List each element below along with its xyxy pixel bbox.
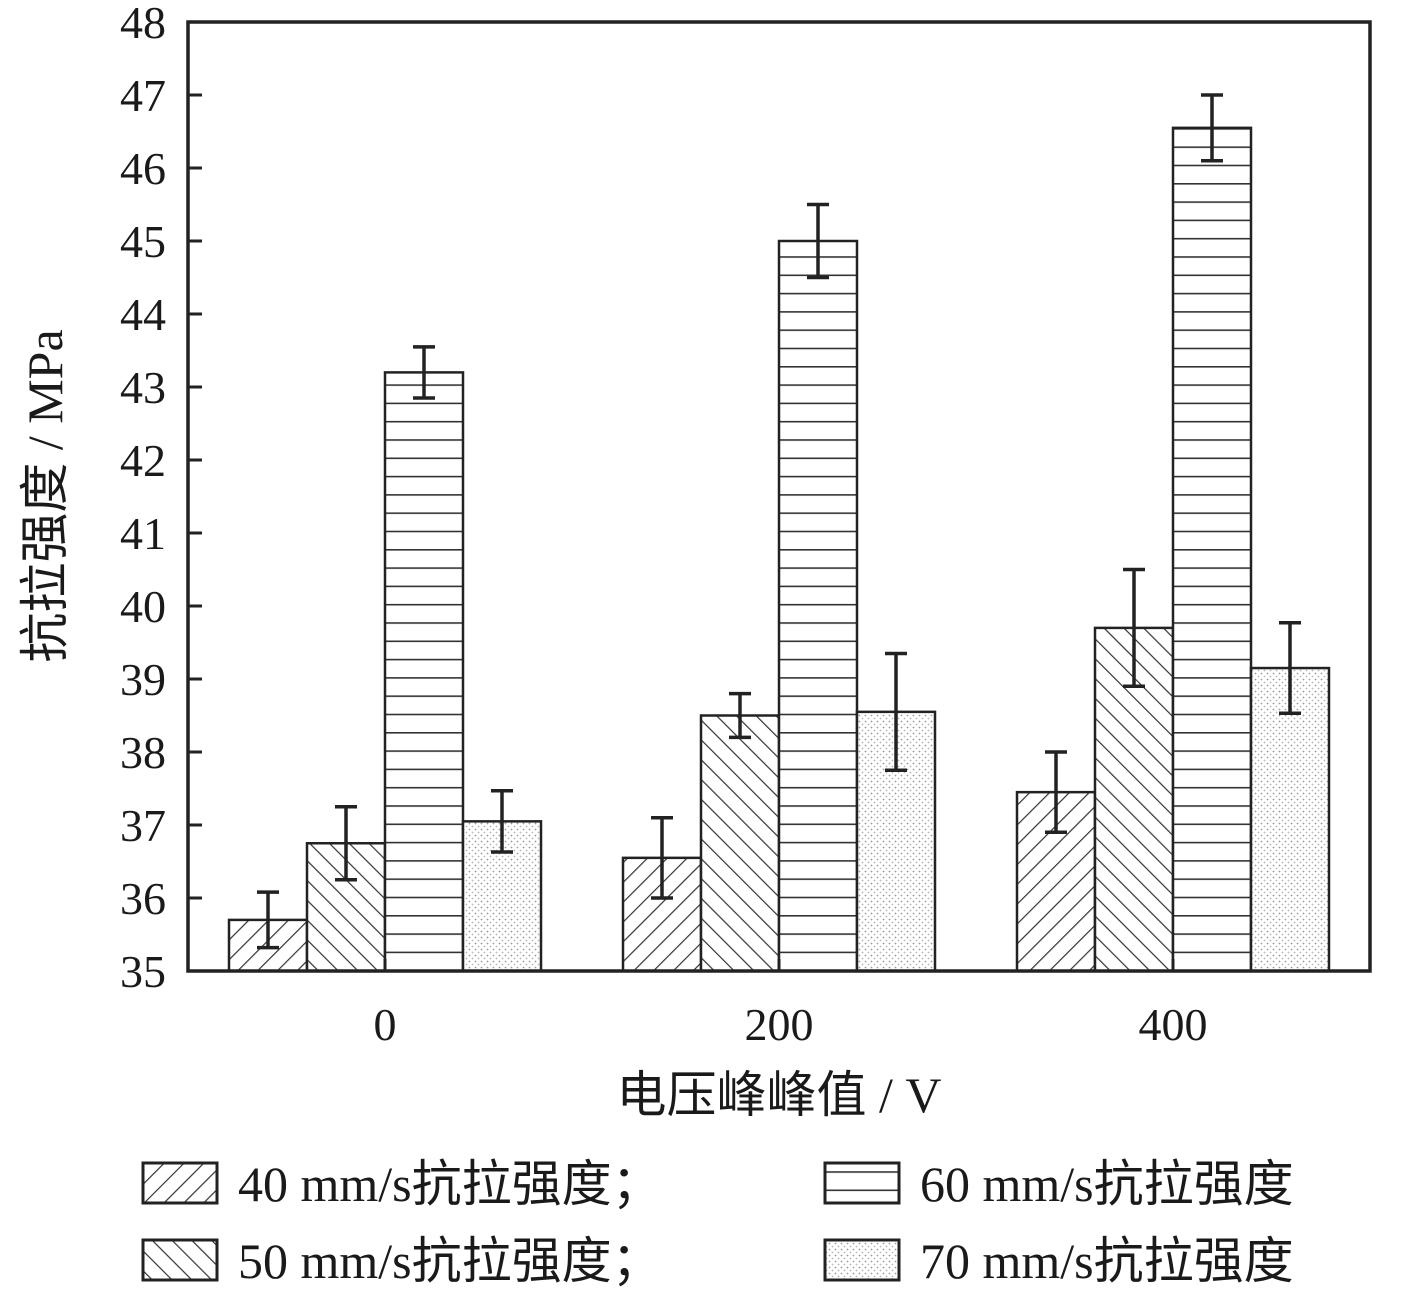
y-tick-label: 44	[120, 289, 166, 340]
legend-swatch-horizontal	[823, 1161, 901, 1205]
y-axis-title: 抗拉强度 / MPa	[17, 329, 73, 662]
y-tick-label: 46	[120, 143, 166, 194]
bar-dots-400	[1249, 666, 1331, 973]
y-tick-label: 41	[120, 508, 166, 559]
x-tick-label: 0	[374, 999, 397, 1050]
y-tick-label: 43	[120, 362, 166, 413]
x-tick-label: 200	[745, 999, 814, 1050]
bars-group	[227, 126, 1331, 973]
legend-label: 40 mm/s抗拉强度；	[238, 1156, 662, 1212]
y-tick-label: 47	[120, 70, 166, 121]
y-tick-label: 39	[120, 654, 166, 705]
y-tick-label: 36	[120, 873, 166, 924]
y-tick-label: 35	[120, 946, 166, 997]
x-tick-label: 400	[1139, 999, 1208, 1050]
bar-horizontal-200	[777, 239, 859, 973]
legend-label: 70 mm/s抗拉强度	[920, 1233, 1294, 1289]
x-axis-title: 电压峰峰值 / V	[617, 1067, 942, 1123]
y-tick-label: 38	[120, 727, 166, 778]
y-tick-label: 37	[120, 800, 166, 851]
y-tick-label: 45	[120, 216, 166, 267]
y-axis: 35 36 37 38 39 40 41 42 43 44 45 46 47 48	[120, 0, 202, 997]
bar-horizontal-400	[1171, 126, 1253, 973]
bar-slash-200	[699, 714, 781, 973]
y-tick-label: 42	[120, 435, 166, 486]
legend-swatch-slash	[141, 1238, 219, 1282]
legend-swatch-backslash	[141, 1161, 219, 1205]
legend: 40 mm/s抗拉强度； 60 mm/s抗拉强度 50 mm/s抗拉强度； 70 mm…	[141, 1156, 1294, 1289]
y-tick-label: 48	[120, 0, 166, 48]
legend-swatch-dots	[823, 1238, 901, 1282]
error-bars-group	[257, 93, 1301, 950]
x-axis: 0 200 400	[374, 959, 1208, 1050]
legend-label: 60 mm/s抗拉强度	[920, 1156, 1294, 1212]
y-tick-label: 40	[120, 581, 166, 632]
legend-label: 50 mm/s抗拉强度；	[238, 1233, 662, 1289]
bar-horizontal-0	[383, 371, 465, 973]
